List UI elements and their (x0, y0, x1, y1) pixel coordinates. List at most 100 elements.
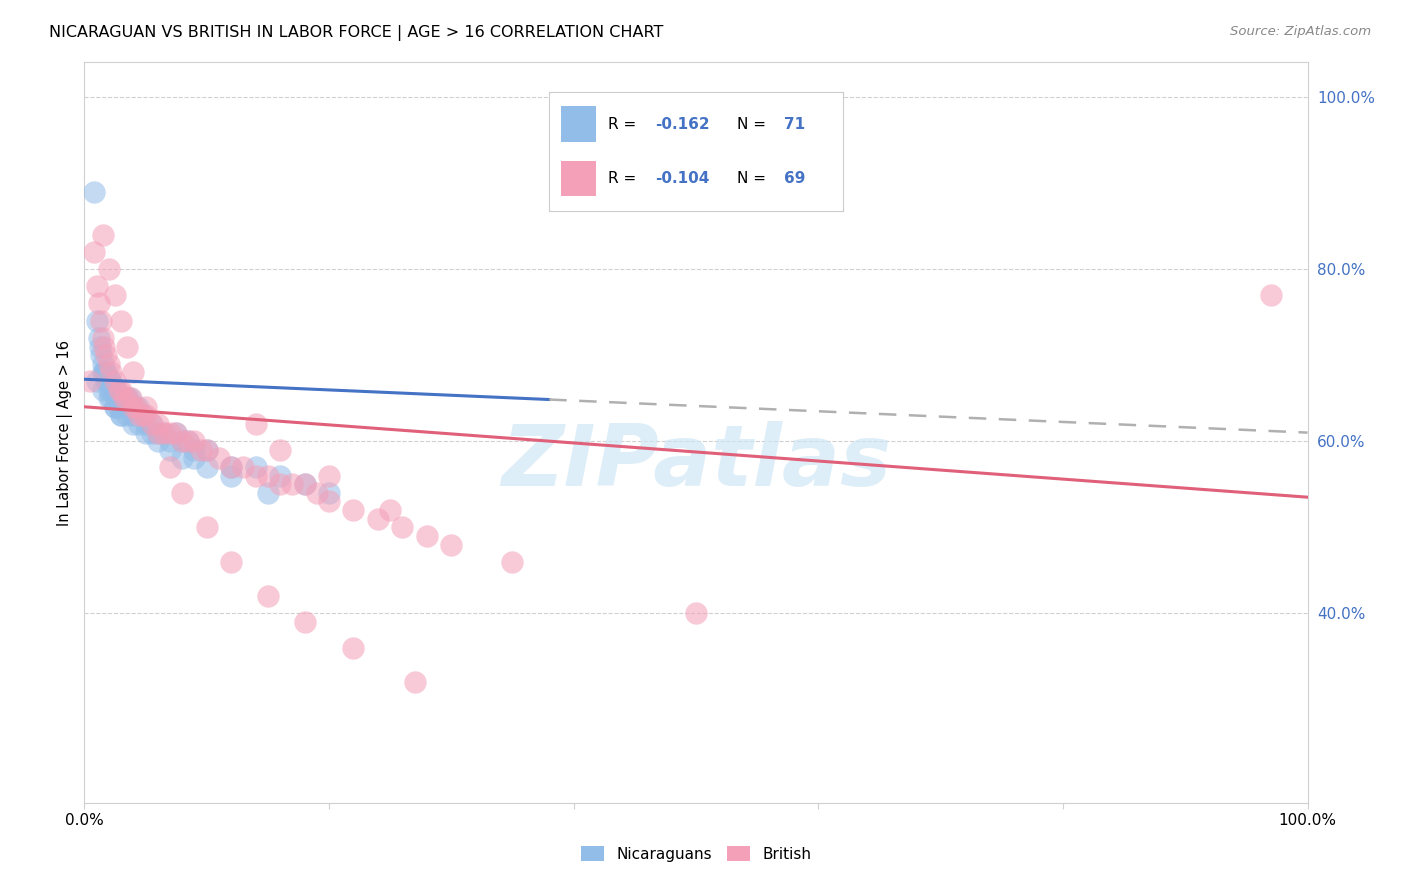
Point (90, 348, 112, 362)
Point (110, 391, 132, 405)
Point (195, 460, 218, 475)
Point (245, 468, 267, 483)
Y-axis label: In Labor Force | Age > 16: In Labor Force | Age > 16 (58, 340, 73, 525)
Point (135, 409, 157, 423)
Point (257, 468, 280, 483)
Point (172, 451, 194, 466)
Point (125, 400, 148, 414)
Point (104, 383, 127, 397)
Point (97, 383, 120, 397)
Point (153, 425, 176, 440)
Point (97, 374, 120, 388)
Point (118, 391, 141, 405)
Point (135, 400, 157, 414)
Point (98, 374, 121, 388)
Point (107, 400, 129, 414)
Point (132, 409, 155, 423)
Point (294, 615, 316, 629)
Point (380, 503, 402, 517)
Point (165, 425, 187, 440)
Point (112, 391, 135, 405)
Point (132, 409, 155, 423)
Point (115, 391, 138, 405)
Point (120, 391, 142, 405)
Point (183, 442, 205, 457)
Point (318, 494, 340, 508)
Point (87, 296, 110, 310)
Point (96, 365, 118, 379)
Point (105, 383, 128, 397)
Point (128, 417, 150, 431)
Point (115, 391, 138, 405)
Point (86, 279, 108, 293)
Point (110, 383, 132, 397)
Point (94, 365, 117, 379)
Point (502, 555, 524, 569)
Point (257, 486, 280, 500)
Point (391, 520, 413, 534)
Point (177, 434, 200, 449)
Point (416, 529, 439, 543)
Point (219, 555, 242, 569)
Point (219, 468, 242, 483)
Point (105, 391, 128, 405)
Point (281, 477, 304, 491)
Point (110, 314, 132, 328)
Point (190, 442, 212, 457)
Point (79, 374, 101, 388)
Point (122, 365, 145, 379)
Point (153, 425, 176, 440)
Point (128, 409, 150, 423)
Point (104, 288, 127, 302)
Point (87, 331, 110, 345)
Point (97, 357, 120, 371)
Point (269, 442, 291, 457)
Point (86, 314, 108, 328)
Point (195, 442, 218, 457)
Point (97, 391, 120, 405)
Point (83, 185, 105, 199)
Point (146, 425, 169, 440)
Point (172, 434, 194, 449)
Point (91, 227, 114, 242)
Point (141, 417, 163, 431)
Point (124, 400, 146, 414)
Point (146, 417, 169, 431)
Point (110, 409, 132, 423)
Point (195, 520, 218, 534)
Point (122, 400, 145, 414)
Point (177, 434, 200, 449)
Point (141, 425, 163, 440)
Point (100, 365, 122, 379)
Point (100, 374, 122, 388)
Point (219, 460, 242, 475)
Point (115, 409, 138, 423)
Point (96, 374, 118, 388)
Point (294, 477, 316, 491)
Point (107, 391, 129, 405)
Point (91, 365, 114, 379)
Point (104, 400, 127, 414)
Point (135, 417, 157, 431)
Point (93, 339, 115, 353)
Point (122, 417, 145, 431)
Point (115, 339, 138, 353)
Point (135, 425, 157, 440)
Point (159, 425, 181, 440)
Point (89, 339, 111, 353)
Point (115, 391, 138, 405)
Point (219, 460, 242, 475)
Point (1260, 288, 1282, 302)
Point (294, 477, 316, 491)
Point (183, 451, 205, 466)
Point (165, 425, 187, 440)
Point (103, 383, 125, 397)
Point (305, 486, 328, 500)
Point (97, 262, 120, 277)
Point (127, 400, 149, 414)
Point (183, 434, 205, 449)
Point (91, 357, 114, 371)
Point (114, 391, 136, 405)
Point (342, 503, 364, 517)
Point (91, 383, 114, 397)
